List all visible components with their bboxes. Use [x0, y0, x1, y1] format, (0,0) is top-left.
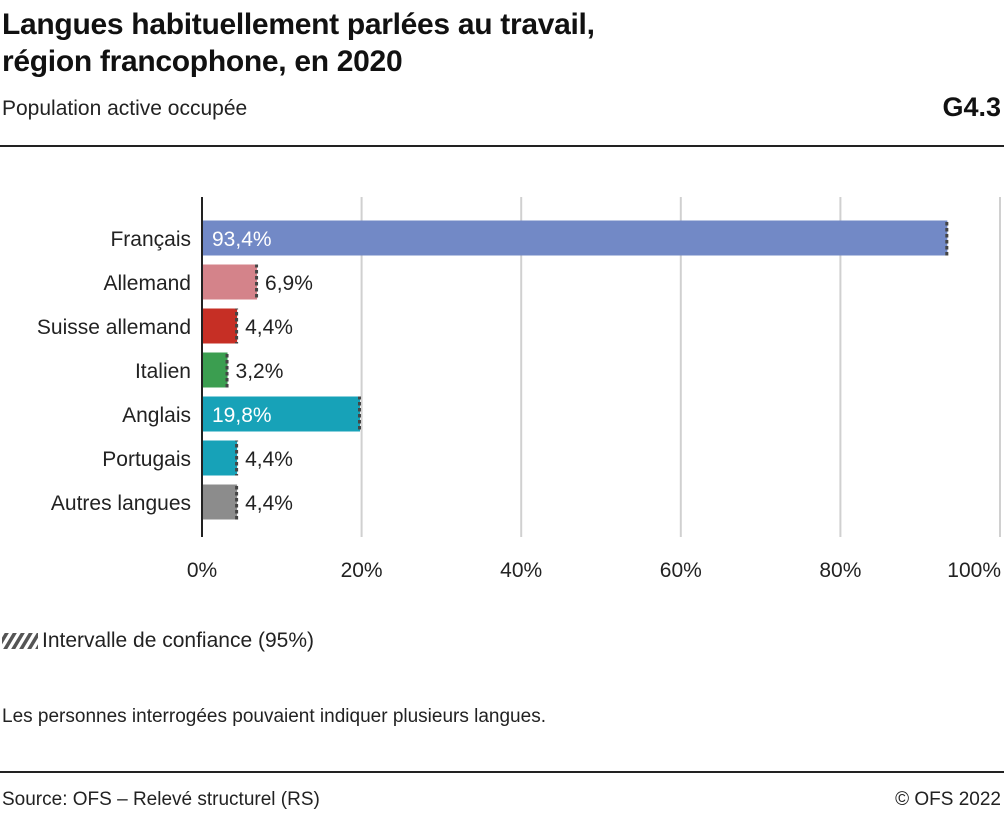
value-label: 19,8% — [212, 404, 272, 427]
bar — [202, 308, 238, 344]
top-divider — [0, 145, 1004, 147]
chart-subtitle: Population active occupée — [2, 97, 248, 120]
legend: Intervalle de confiance (95%) — [2, 629, 314, 653]
confidence-interval-marker — [255, 264, 259, 300]
legend-label: Intervalle de confiance (95%) — [42, 629, 314, 652]
bar — [202, 264, 258, 300]
category-label: Italien — [135, 360, 191, 383]
category-label: Autres langues — [51, 492, 191, 515]
category-label: Allemand — [103, 272, 191, 295]
bar — [202, 484, 238, 520]
footnote: Les personnes interrogées pouvaient indi… — [2, 706, 546, 727]
confidence-interval-marker — [225, 352, 229, 388]
value-label: 93,4% — [212, 228, 272, 251]
value-label: 6,9% — [265, 272, 313, 295]
x-tick-label: 40% — [500, 559, 542, 582]
x-tick-label: 60% — [660, 559, 702, 582]
copyright-text: © OFS 2022 — [895, 789, 1001, 810]
value-label: 3,2% — [236, 360, 284, 383]
value-label: 4,4% — [245, 316, 293, 339]
chart-title-line-2: région francophone, en 2020 — [2, 45, 403, 78]
bar — [202, 440, 238, 476]
x-tick-label: 80% — [819, 559, 861, 582]
confidence-interval-marker — [235, 440, 239, 476]
category-labels: Français Allemand Suisse allemand Italien An… — [37, 228, 191, 515]
confidence-interval-marker — [945, 220, 949, 256]
chart-title: Langues habituellement parlées au travai… — [2, 6, 595, 80]
x-tick-labels: 0% 20% 40% 60% 80% 100% — [187, 559, 1001, 582]
source-text: Source: OFS – Relevé structurel (RS) — [2, 789, 320, 810]
bar — [202, 396, 361, 432]
category-label: Anglais — [122, 404, 191, 427]
chart-title-line-1: Langues habituellement parlées au travai… — [2, 8, 595, 41]
value-labels: 93,4% 6,9% 4,4% 3,2% 19,8% 4,4% 4,4% — [212, 228, 313, 515]
confidence-interval-marker — [235, 484, 239, 520]
value-label: 4,4% — [245, 492, 293, 515]
bar — [202, 220, 948, 256]
figure-id: G4.3 — [942, 92, 1001, 122]
x-tick-label: 20% — [341, 559, 383, 582]
category-label: Portugais — [102, 448, 191, 471]
bars — [202, 220, 949, 520]
bar-chart: Français Allemand Suisse allemand Italien An… — [37, 197, 1001, 582]
confidence-interval-marker — [358, 396, 362, 432]
value-label: 4,4% — [245, 448, 293, 471]
category-label: Français — [110, 228, 191, 251]
bottom-divider — [0, 771, 1004, 773]
x-tick-label: 0% — [187, 559, 217, 582]
x-tick-label: 100% — [947, 559, 1001, 582]
bar — [202, 352, 228, 388]
confidence-interval-marker — [235, 308, 239, 344]
category-label: Suisse allemand — [37, 316, 191, 339]
hatched-confidence-interval-icon — [2, 633, 38, 649]
